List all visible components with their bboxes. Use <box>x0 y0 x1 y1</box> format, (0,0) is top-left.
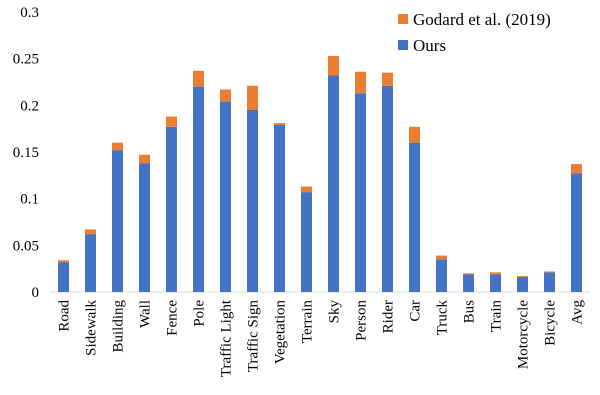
bar-ours-train <box>490 274 501 292</box>
bars <box>58 55 582 293</box>
bar-ours-sky <box>328 75 339 292</box>
bar-godard-avg <box>571 164 582 174</box>
y-tick-label: 0.2 <box>20 98 39 114</box>
bar-godard-road <box>58 260 69 263</box>
x-axis-ticks: Road Sidewalk Building Wall Fence Pole Traffic… <box>57 299 586 377</box>
x-tick-label: Car <box>408 300 424 322</box>
bar-ours-wall <box>139 163 150 292</box>
bar-ours-avg <box>571 173 582 292</box>
bar-ours-rider <box>382 85 393 292</box>
x-tick-label: Traffic Sign <box>246 300 262 373</box>
y-tick-label: 0.3 <box>20 5 39 21</box>
y-axis-ticks: 0 0.05 0.1 0.15 0.2 0.25 0.3 <box>13 5 39 301</box>
x-tick-label: Bicycle <box>543 300 559 346</box>
bar-godard-sky <box>328 55 339 76</box>
y-tick-label: 0 <box>32 285 40 301</box>
bar-godard-motorcycle <box>517 276 528 278</box>
x-tick-label: Building <box>111 300 127 353</box>
bar-godard-car <box>409 126 420 143</box>
bar-ours-bicycle <box>544 272 555 292</box>
x-tick-label: Sidewalk <box>84 300 100 356</box>
x-tick-label: Avg <box>570 300 586 325</box>
bar-ours-sidewalk <box>85 234 96 292</box>
bar-godard-sidewalk <box>85 229 96 235</box>
bar-godard-building <box>112 142 123 151</box>
x-tick-label: Bus <box>462 300 478 324</box>
legend-label-ours: Ours <box>413 36 446 55</box>
legend-swatch-ours <box>398 40 408 50</box>
x-tick-label: Wall <box>138 300 154 328</box>
bar-godard-fence <box>166 116 177 127</box>
y-tick-label: 0.05 <box>13 238 39 254</box>
bar-ours-fence <box>166 126 177 292</box>
bar-godard-bicycle <box>544 271 555 273</box>
y-tick-label: 0.1 <box>20 192 39 208</box>
bar-godard-person <box>355 71 366 94</box>
bar-godard-truck <box>436 255 447 260</box>
x-tick-label: Rider <box>381 300 397 333</box>
x-tick-label: Person <box>354 300 370 341</box>
bar-godard-rider <box>382 72 393 86</box>
bar-ours-car <box>409 142 420 292</box>
x-tick-label: Train <box>489 300 505 332</box>
bar-ours-bus <box>463 274 474 292</box>
legend-swatch-godard <box>398 14 408 24</box>
legend-label-godard: Godard et al. (2019) <box>413 10 551 29</box>
bar-godard-vegetation <box>274 123 285 125</box>
bar-ours-person <box>355 93 366 292</box>
bar-godard-traffic-sign <box>247 85 258 110</box>
bar-godard-pole <box>193 70 204 87</box>
x-tick-label: Motorcycle <box>516 300 532 369</box>
bar-godard-train <box>490 272 501 275</box>
bar-ours-motorcycle <box>517 277 528 292</box>
y-tick-label: 0.25 <box>13 52 39 68</box>
bar-ours-road <box>58 262 69 292</box>
y-tick-label: 0.15 <box>13 145 39 161</box>
bar-ours-vegetation <box>274 124 285 292</box>
x-tick-label: Pole <box>192 300 208 327</box>
x-tick-label: Fence <box>165 300 181 336</box>
x-tick-label: Truck <box>435 300 451 336</box>
bar-godard-bus <box>463 273 474 275</box>
x-tick-label: Road <box>57 300 73 332</box>
bar-godard-wall <box>139 154 150 164</box>
x-tick-label: Sky <box>327 300 343 324</box>
bar-ours-pole <box>193 86 204 293</box>
x-tick-label: Terrain <box>300 300 316 344</box>
bar-godard-traffic-light <box>220 89 231 102</box>
bar-ours-terrain <box>301 192 312 292</box>
bar-ours-building <box>112 150 123 292</box>
bar-ours-truck <box>436 259 447 292</box>
bar-ours-traffic-light <box>220 101 231 292</box>
bar-ours-traffic-sign <box>247 110 258 292</box>
bar-godard-terrain <box>301 186 312 193</box>
legend: Godard et al. (2019) Ours <box>398 10 551 55</box>
x-tick-label: Traffic Light <box>219 299 235 377</box>
x-tick-label: Vegetation <box>273 300 289 365</box>
